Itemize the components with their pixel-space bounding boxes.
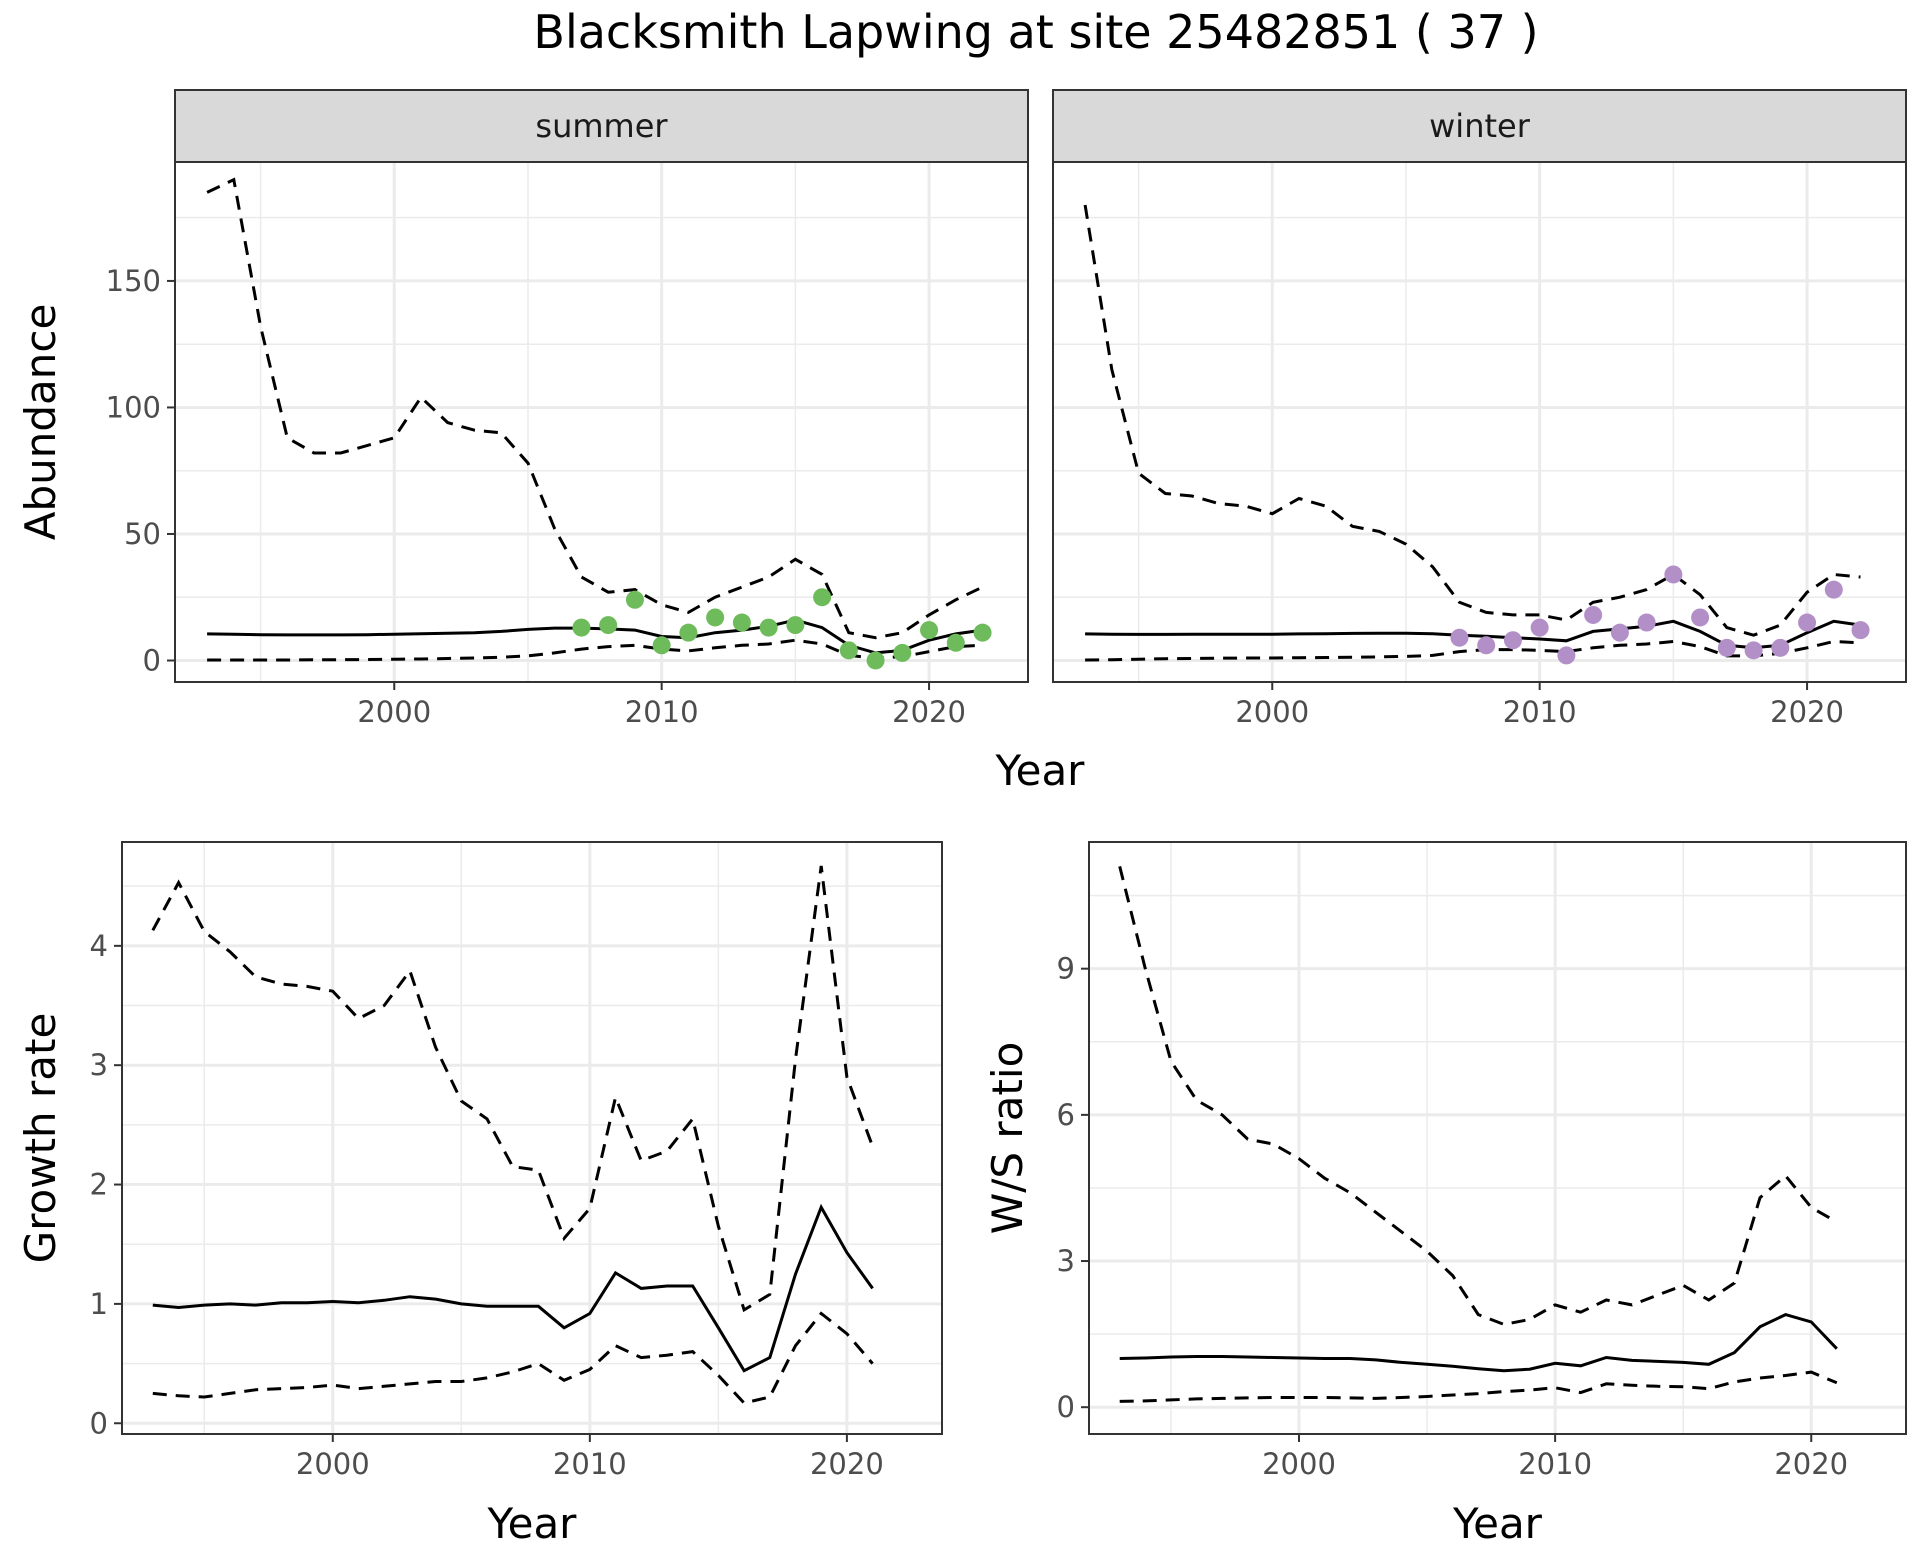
chart-title: Blacksmith Lapwing at site 25482851 ( 37… [533,5,1538,59]
abundance-summer-observed-point [973,623,992,642]
abundance-winter-observed-point [1851,621,1870,640]
growth-y-tick-label: 3 [90,1048,108,1082]
abundance-summer-observed-point [679,623,698,642]
abundance-summer-observed-point [893,643,912,662]
ratio-upper-ci-line [1118,866,1838,1326]
abundance-winter-observed-point [1584,605,1603,624]
abundance-winter-observed-point [1503,631,1522,650]
ratio-mean-line [1119,1313,1838,1373]
abundance-summer-observed-point [813,588,832,607]
growth-y-axis-title: Growth rate [16,1013,65,1264]
growth-x-tick-label: 2020 [810,1447,884,1481]
growth-x-tick-label: 2000 [296,1447,370,1481]
abundance-summer-panel-background [175,162,1028,682]
abundance-summer-observed-point [759,618,778,637]
abundance-winter-observed-point [1664,565,1683,584]
abundance-summer-observed-point [652,636,671,655]
abundance-summer-x-tick-label: 2010 [625,695,699,729]
abundance-winter-observed-point [1744,641,1763,660]
ratio-x-tick-label: 2000 [1262,1447,1336,1481]
ratio-y-tick-label: 3 [1057,1244,1075,1278]
ratio-y-axis-title: W/S ratio [983,1042,1032,1235]
abundance-winter-observed-point [1610,623,1629,642]
abundance-summer-y-tick-label: 0 [143,643,161,677]
growth-panel-border [121,841,943,1435]
ratio-y-tick-label: 9 [1057,952,1075,986]
ratio-x-tick-label: 2010 [1518,1447,1592,1481]
abundance-winter-upper-ci-line [1083,204,1861,637]
abundance-summer-y-tick-label: 50 [124,517,161,551]
abundance-winter-observed-point [1450,628,1469,647]
abundance-winter-observed-point [1557,646,1576,665]
growth-y-tick-label: 2 [90,1168,108,1202]
abundance-winter-observed-point [1530,618,1549,637]
abundance-y-axis-title: Abundance [16,304,65,541]
abundance-winter-lower-ci-line [1085,639,1861,662]
abundance-winter-observed-point [1798,613,1817,632]
growth-lower-ci-line [152,1311,874,1405]
ratio-lower-ci-line [1119,1370,1838,1403]
abundance-winter-strip [1052,89,1907,163]
growth-y-tick-label: 1 [90,1287,108,1321]
abundance-summer-observed-point [732,613,751,632]
abundance-winter-observed-point [1771,638,1790,657]
abundance-summer-y-tick-label: 150 [106,264,161,298]
ratio-y-tick-label: 0 [1057,1390,1075,1424]
abundance-winter-observed-point [1717,638,1736,657]
abundance-summer-observed-point [572,618,591,637]
abundance-summer-observed-point [706,608,725,627]
abundance-x-axis-title: Year [995,746,1086,795]
abundance-winter-x-tick-label: 2000 [1235,695,1309,729]
ratio-panel-border [1088,841,1907,1435]
ratio-x-tick-label: 2020 [1774,1447,1848,1481]
abundance-summer-panel: summer 2000 2010 2020 0 50 100 150 [106,89,1029,729]
ratio-x-axis-title: Year [1452,1499,1543,1548]
growth-y-tick-label: 4 [90,929,108,963]
ws-ratio-panel: 2000 2010 2020 0 3 6 9 Year W/S ratio [983,841,1907,1548]
abundance-winter-panel: winter 2000 2010 2020 [1052,89,1907,729]
growth-rate-panel: 2000 2010 2020 0 1 2 3 4 Year Growth rate [16,841,943,1548]
abundance-winter-observed-point [1824,580,1843,599]
abundance-summer-strip-label: summer [535,107,668,145]
growth-y-tick-label: 0 [90,1406,108,1440]
abundance-winter-observed-point [1637,613,1656,632]
abundance-summer-observed-point [920,621,939,640]
abundance-summer-observed-point [839,641,858,660]
abundance-winter-panel-background [1053,162,1906,682]
abundance-summer-y-tick-label: 100 [106,390,161,424]
abundance-summer-x-tick-label: 2020 [892,695,966,729]
growth-x-axis-title: Year [487,1499,578,1548]
abundance-winter-x-tick-label: 2010 [1503,695,1577,729]
growth-upper-ci-line [151,865,875,1313]
abundance-summer-x-tick-label: 2000 [357,695,431,729]
abundance-winter-observed-point [1691,608,1710,627]
abundance-summer-upper-ci-line [206,177,984,640]
abundance-summer-observed-point [866,651,885,670]
ratio-y-tick-label: 6 [1057,1098,1075,1132]
abundance-summer-strip [174,89,1029,163]
growth-x-tick-label: 2010 [553,1447,627,1481]
abundance-summer-observed-point [946,633,965,652]
abundance-winter-observed-point [1477,636,1496,655]
growth-mean-line [152,1203,874,1373]
abundance-winter-x-tick-label: 2020 [1770,695,1844,729]
abundance-summer-observed-point [625,590,644,609]
abundance-winter-strip-label: winter [1429,107,1531,145]
abundance-summer-observed-point [599,616,618,635]
abundance-summer-observed-point [786,616,805,635]
